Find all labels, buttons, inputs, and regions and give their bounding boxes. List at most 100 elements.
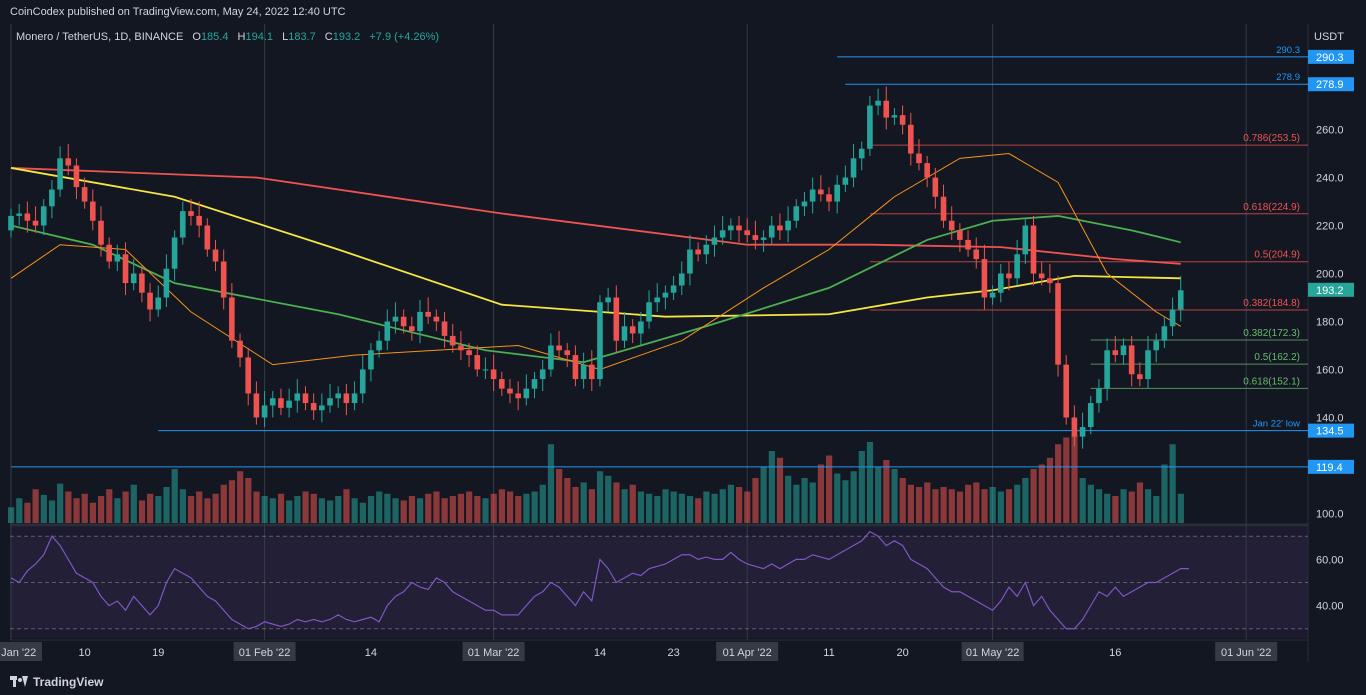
candle-body	[65, 158, 72, 166]
volume-bar	[187, 496, 195, 523]
time-tick-label: 01 Feb '22	[239, 647, 291, 659]
volume-bar	[1145, 489, 1152, 523]
candle-body	[1128, 345, 1135, 375]
candle-body	[327, 398, 333, 406]
candle-body	[392, 316, 399, 322]
volume-bar	[1038, 464, 1045, 523]
candle-body	[638, 321, 644, 334]
candle-body	[425, 311, 431, 317]
candle-body	[196, 215, 202, 226]
volume-bar	[883, 460, 890, 523]
volume-bar	[637, 491, 645, 523]
volume-bar	[547, 444, 555, 523]
candle-body	[458, 345, 464, 351]
candle-body	[343, 393, 350, 404]
time-tick-label: 16	[1109, 647, 1121, 659]
volume-bar	[425, 493, 432, 523]
candle-body	[319, 405, 325, 411]
time-tick-label: 14	[365, 647, 377, 659]
support-line-label: 290.3	[1276, 45, 1300, 56]
candle-body	[539, 369, 546, 380]
time-tick-label: 20	[896, 647, 908, 659]
tradingview-logo[interactable]: TradingView	[10, 675, 103, 689]
volume-bar	[997, 491, 1004, 523]
support-line-label: Jan 22' low	[1253, 419, 1300, 430]
candle-body	[548, 345, 554, 370]
candle-body	[351, 393, 358, 404]
volume-bar	[106, 489, 113, 523]
volume-bar	[1055, 444, 1062, 523]
volume-bar	[310, 493, 317, 523]
candle-body	[818, 189, 824, 195]
candle-body	[916, 153, 922, 164]
fib-label: 0.382(172.3)	[1243, 328, 1300, 339]
candle-body	[556, 345, 562, 351]
candle-body	[40, 206, 47, 226]
volume-bar	[245, 478, 252, 523]
candle-body	[965, 239, 971, 250]
close-label: C	[324, 31, 333, 43]
volume-bar	[441, 498, 448, 523]
volume-bar	[531, 491, 538, 523]
candle-body	[335, 393, 341, 399]
volume-bar	[613, 482, 620, 523]
volume-bar	[498, 489, 505, 523]
fib-label: 0.618(224.9)	[1243, 202, 1300, 213]
candle-body	[997, 273, 1004, 293]
candle-body	[220, 261, 227, 298]
volume-bar	[629, 484, 636, 523]
candle-body	[924, 163, 930, 178]
candle-body	[376, 340, 382, 351]
volume-bar	[367, 496, 375, 523]
volume-bar	[736, 487, 743, 523]
volume-bar	[277, 493, 285, 523]
candle-body	[523, 388, 530, 399]
volume-bar	[1128, 491, 1135, 523]
volume-bar	[220, 484, 227, 523]
volume-bar	[907, 484, 914, 523]
candle-body	[1014, 254, 1020, 279]
volume-bar	[155, 496, 162, 523]
volume-bar	[318, 498, 326, 523]
candle-body	[572, 355, 579, 380]
candle-body	[1177, 290, 1184, 310]
volume-bar	[171, 469, 178, 523]
volume-bar	[376, 491, 383, 523]
candle-body	[171, 237, 178, 269]
time-tick-label: 19	[152, 647, 164, 659]
volume-bar	[392, 498, 399, 523]
volume-bar	[57, 483, 64, 523]
high-value: 194.1	[245, 31, 274, 43]
candle-body	[768, 225, 775, 238]
candle-body	[973, 249, 980, 260]
candle-body	[719, 230, 726, 238]
candle-body	[139, 273, 145, 293]
candle-body	[1030, 225, 1037, 274]
volume-bar	[482, 498, 489, 523]
volume-bar	[752, 478, 759, 523]
candle-body	[474, 355, 481, 370]
volume-bar	[359, 502, 366, 523]
volume-bar	[768, 451, 775, 523]
candle-body	[90, 201, 96, 221]
chart-canvas[interactable]: 100.0120.0140.0160.0180.0200.0220.0240.0…	[0, 24, 1366, 668]
candle-body	[1169, 309, 1176, 327]
candle-body	[24, 213, 31, 221]
time-tick-box	[716, 642, 779, 661]
candle-body	[515, 393, 521, 399]
candle-body	[417, 311, 423, 332]
candle-body	[49, 189, 55, 207]
volume-bar	[1161, 464, 1168, 523]
volume-bar	[899, 478, 906, 523]
candle-body	[842, 177, 849, 185]
candle-body	[736, 225, 742, 231]
candle-body	[106, 244, 112, 262]
candle-body	[237, 340, 243, 358]
volume-bar	[1177, 493, 1184, 523]
volume-bar	[261, 496, 268, 523]
candle-body	[793, 206, 800, 221]
candle-body	[580, 364, 587, 380]
price-tick-label: 160.0	[1316, 364, 1344, 376]
candle-body	[932, 177, 939, 197]
